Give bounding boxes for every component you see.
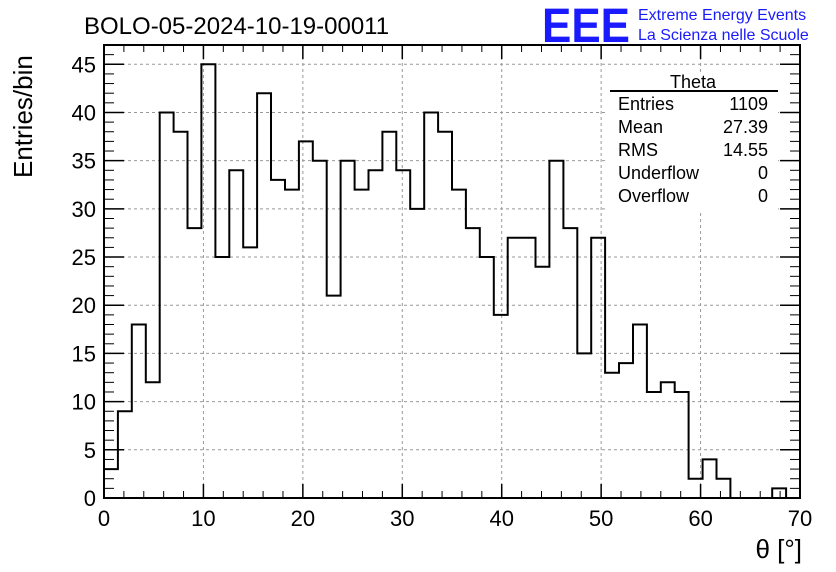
y-tick-label: 40 — [72, 100, 96, 125]
stats-value-entries: 1109 — [729, 94, 768, 114]
eee-logo: EEE — [542, 0, 630, 53]
y-axis-label: Entries/bin — [8, 55, 38, 178]
y-tick-label: 45 — [72, 52, 96, 77]
grid-lines — [104, 45, 800, 498]
x-tick-label: 0 — [98, 506, 110, 531]
y-axis-ticks: 0 5 10 15 20 25 30 35 40 45 — [72, 44, 800, 511]
run-title: BOLO-05-2024-10-19-00011 — [84, 13, 389, 40]
x-axis-ticks: 0 10 20 30 40 50 60 70 — [98, 45, 812, 531]
stats-box-title: Theta — [670, 72, 717, 92]
y-tick-label: 5 — [84, 438, 96, 463]
x-axis-label: θ [°] — [755, 534, 802, 564]
stats-label-underflow: Underflow — [618, 163, 700, 183]
x-tick-label: 70 — [788, 506, 812, 531]
stats-label-mean: Mean — [618, 117, 663, 137]
stats-value-mean: 27.39 — [723, 117, 768, 137]
y-tick-label: 10 — [72, 390, 96, 415]
x-tick-label: 30 — [390, 506, 414, 531]
x-tick-label: 20 — [291, 506, 315, 531]
stats-value-rms: 14.55 — [723, 140, 768, 160]
stats-value-overflow: 0 — [758, 186, 768, 206]
y-tick-label: 35 — [72, 149, 96, 174]
stats-box: Theta Entries 1109 Mean 27.39 RMS 14.55 … — [608, 72, 778, 210]
y-tick-label: 20 — [72, 293, 96, 318]
stats-box-background — [608, 72, 778, 210]
y-tick-label: 25 — [72, 245, 96, 270]
histogram-step-line — [103, 63, 800, 499]
stats-label-overflow: Overflow — [618, 186, 690, 206]
y-tick-label: 15 — [72, 341, 96, 366]
project-name-line2: La Scienza nelle Scuole — [638, 27, 809, 44]
plot-frame — [103, 44, 801, 499]
stats-value-underflow: 0 — [758, 163, 768, 183]
x-tick-label: 50 — [589, 506, 613, 531]
x-tick-label: 10 — [191, 506, 215, 531]
stats-label-entries: Entries — [618, 94, 674, 114]
y-tick-label: 30 — [72, 197, 96, 222]
x-tick-label: 40 — [489, 506, 513, 531]
x-tick-label: 60 — [688, 506, 712, 531]
stats-label-rms: RMS — [618, 140, 658, 160]
y-tick-label: 0 — [84, 486, 96, 511]
project-name-line1: Extreme Energy Events — [638, 7, 806, 24]
